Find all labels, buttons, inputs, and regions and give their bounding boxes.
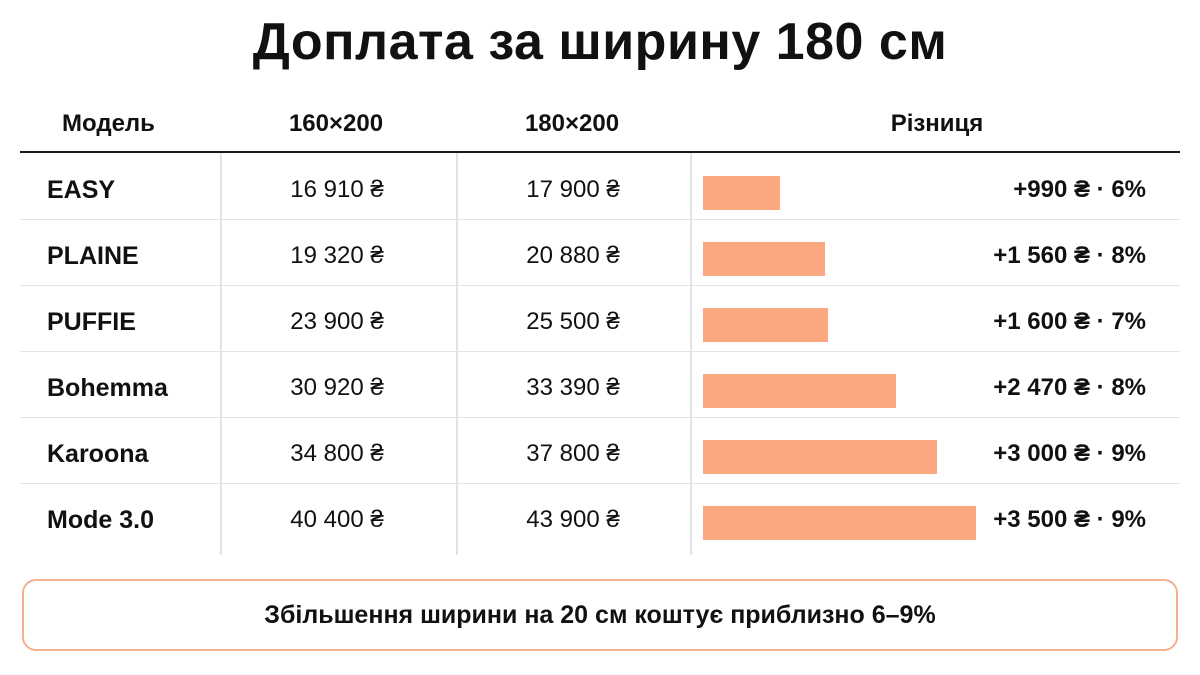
price-180x200: 25 500 ₴ (526, 308, 620, 335)
row-divider (20, 285, 1180, 286)
difference-bar (703, 506, 976, 540)
price-160x200: 30 920 ₴ (290, 374, 384, 401)
row-divider (20, 351, 1180, 352)
table-row: PUFFIE 23 900 ₴ 25 500 ₴ +1 600 ₴ · 7% (20, 289, 1180, 355)
difference-label: +3 000 ₴ · 9% (993, 440, 1146, 467)
price-180x200: 20 880 ₴ (526, 242, 620, 269)
price-160x200: 16 910 ₴ (290, 176, 384, 203)
column-header-difference: Різниця (890, 110, 984, 137)
row-divider (20, 417, 1180, 418)
difference-label: +990 ₴ · 6% (1013, 176, 1146, 203)
column-header-180x200: 180×200 (524, 110, 620, 137)
model-name: EASY (47, 176, 116, 204)
price-180x200: 37 800 ₴ (526, 440, 620, 467)
difference-bar (703, 440, 937, 474)
model-name: Bohemma (47, 374, 168, 402)
column-header-model: Модель (62, 110, 155, 137)
price-180x200: 43 900 ₴ (526, 506, 620, 533)
difference-label: +1 560 ₴ · 8% (993, 242, 1146, 269)
column-divider (690, 153, 692, 555)
difference-bar (703, 176, 780, 210)
table-row: Mode 3.0 40 400 ₴ 43 900 ₴ +3 500 ₴ · 9% (20, 487, 1180, 553)
header-rule (20, 151, 1180, 153)
model-name: Karoona (47, 440, 149, 468)
price-160x200: 23 900 ₴ (290, 308, 384, 335)
price-180x200: 33 390 ₴ (526, 374, 620, 401)
price-160x200: 40 400 ₴ (290, 506, 384, 533)
model-name: PUFFIE (47, 308, 136, 336)
column-divider (220, 153, 222, 555)
summary-note: Збільшення ширини на 20 см коштує прибли… (22, 579, 1178, 651)
table-row: PLAINE 19 320 ₴ 20 880 ₴ +1 560 ₴ · 8% (20, 223, 1180, 289)
difference-label: +2 470 ₴ · 8% (993, 374, 1146, 401)
price-160x200: 34 800 ₴ (290, 440, 384, 467)
model-name: Mode 3.0 (47, 506, 154, 534)
difference-bar (703, 374, 896, 408)
row-divider (20, 483, 1180, 484)
table-row: Bohemma 30 920 ₴ 33 390 ₴ +2 470 ₴ · 8% (20, 355, 1180, 421)
difference-label: +1 600 ₴ · 7% (993, 308, 1146, 335)
price-160x200: 19 320 ₴ (290, 242, 384, 269)
model-name: PLAINE (47, 242, 139, 270)
table-row: Karoona 34 800 ₴ 37 800 ₴ +3 000 ₴ · 9% (20, 421, 1180, 487)
column-divider (456, 153, 458, 555)
difference-bar (703, 308, 828, 342)
table-row: EASY 16 910 ₴ 17 900 ₴ +990 ₴ · 6% (20, 157, 1180, 223)
page-title: Доплата за ширину 180 см (252, 13, 948, 71)
difference-label: +3 500 ₴ · 9% (993, 506, 1146, 533)
price-180x200: 17 900 ₴ (526, 176, 620, 203)
column-header-160x200: 160×200 (288, 110, 384, 137)
row-divider (20, 219, 1180, 220)
difference-bar (703, 242, 825, 276)
